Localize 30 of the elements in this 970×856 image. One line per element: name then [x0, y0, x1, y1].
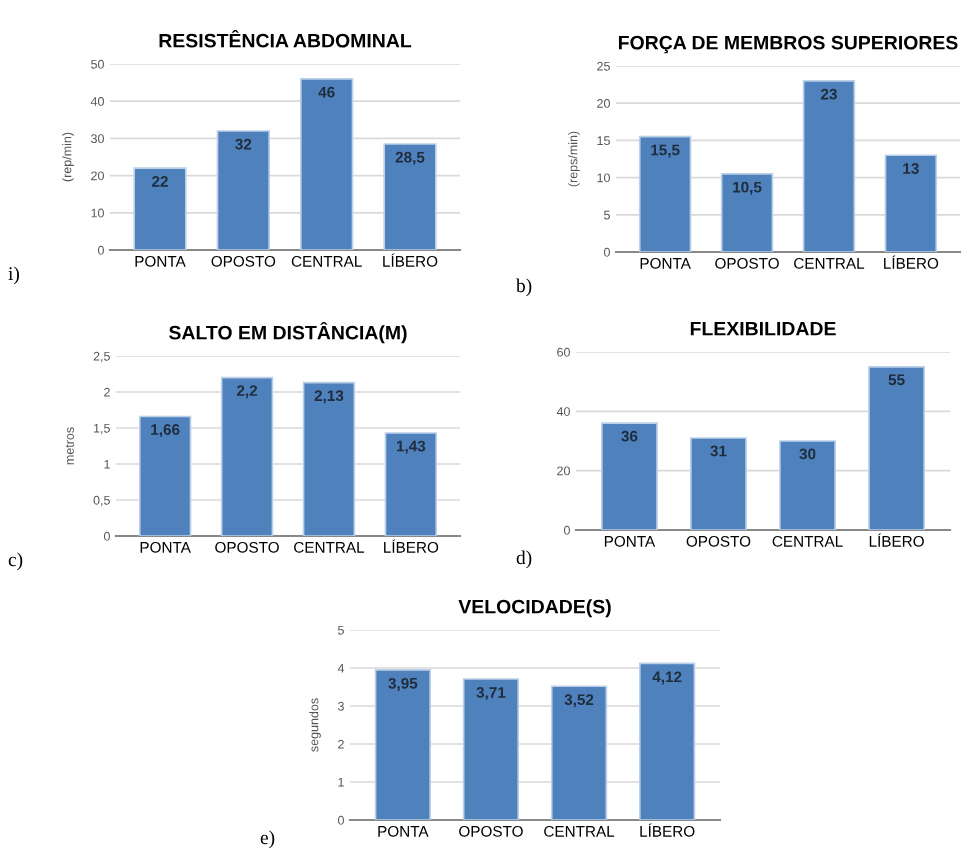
bar — [779, 440, 836, 530]
bar — [638, 135, 692, 252]
text: i) — [8, 266, 20, 285]
chart-title: FORÇA DE MEMBROS SUPERIORES — [618, 35, 958, 54]
bar — [216, 130, 271, 250]
bar — [600, 422, 658, 530]
bar — [133, 167, 187, 250]
bar — [384, 432, 438, 536]
chart-title: FLEXIBILIDADE — [690, 321, 836, 336]
bar — [299, 78, 354, 250]
bar — [138, 415, 192, 536]
bar — [374, 669, 432, 820]
bar — [302, 381, 356, 536]
chart-title: SALTO EM DISTÂNCIA(M) — [169, 321, 407, 344]
bar — [462, 678, 520, 820]
bar — [220, 376, 274, 536]
chart-title: RESISTÊNCIA ABDOMINAL — [159, 29, 412, 48]
bar — [550, 685, 608, 820]
chart-title: VELOCIDADE(S) — [458, 599, 611, 618]
bar — [720, 173, 774, 252]
bar — [638, 662, 696, 820]
bar — [690, 437, 747, 530]
bar — [383, 143, 437, 250]
bar — [868, 365, 926, 530]
bar — [884, 154, 938, 252]
text: c) — [8, 552, 23, 571]
text: e) — [260, 830, 275, 849]
text: d) — [516, 550, 532, 569]
bar — [802, 80, 856, 252]
text: b) — [516, 278, 532, 297]
